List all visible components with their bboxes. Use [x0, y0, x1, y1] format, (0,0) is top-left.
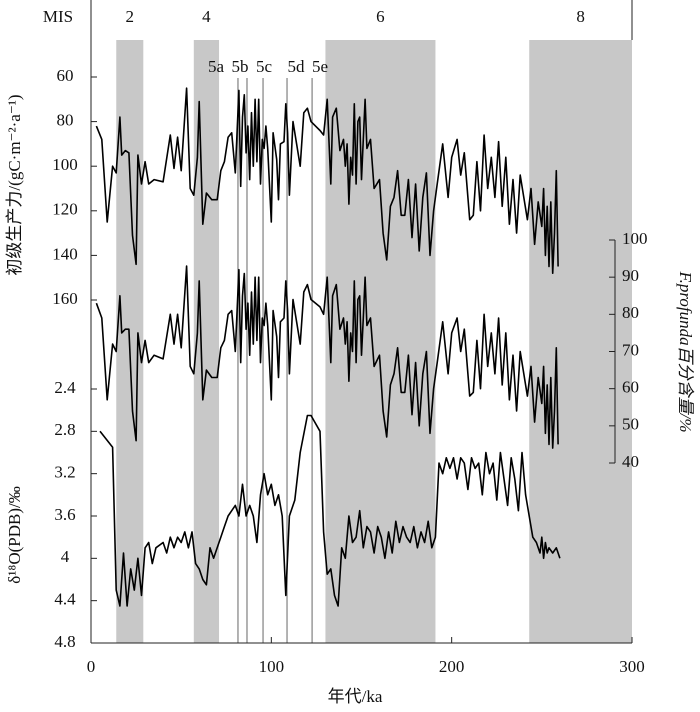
y3-tick-label: 2.8: [54, 420, 75, 439]
series-line: [99, 414, 561, 607]
y3-tick-label: 2.4: [54, 378, 76, 397]
y-tick-label: 60: [57, 66, 74, 85]
x-tick-label: 200: [439, 657, 465, 676]
y-tick-label: 160: [52, 289, 78, 308]
y2-tick-label: 100: [622, 229, 648, 248]
mis-stage-label: 2: [126, 7, 135, 26]
y2-tick-label: 40: [622, 452, 639, 471]
y2-tick-label: 60: [622, 378, 639, 397]
substage-label: 5a: [208, 57, 225, 76]
substage-label: 5d: [288, 57, 306, 76]
y2-tick-label: 90: [622, 266, 639, 285]
y3-tick-label: 4: [61, 547, 70, 566]
y2-tick-label: 80: [622, 303, 639, 322]
series-line: [95, 87, 559, 274]
y2-axis-label: F.profunda百分含量/%: [676, 270, 695, 432]
x-axis-label: 年代/ka: [328, 687, 383, 706]
series-line: [95, 265, 559, 449]
y-tick-label: 120: [52, 200, 78, 219]
y3-tick-label: 3.6: [54, 505, 75, 524]
y3-axis-label: δ¹⁸O(PDB)/‰: [5, 486, 24, 583]
x-tick-label: 300: [619, 657, 645, 676]
y-tick-label: 140: [52, 244, 78, 263]
y3-tick-label: 4.4: [54, 590, 76, 609]
x-tick-label: 0: [87, 657, 96, 676]
y2-tick-label: 70: [622, 340, 639, 359]
mis-stage-label: 6: [376, 7, 385, 26]
substage-label: 5c: [256, 57, 273, 76]
substage-label: 5e: [312, 57, 328, 76]
y-axis-label: 初级生产力/(gC·m⁻²·a⁻¹): [5, 94, 24, 275]
y-tick-label: 100: [52, 155, 78, 174]
y-tick-label: 80: [57, 111, 74, 130]
mis-stage-label: 8: [576, 7, 585, 26]
substage-label: 5b: [232, 57, 249, 76]
x-tick-label: 100: [259, 657, 285, 676]
mis-label: MIS: [43, 7, 73, 26]
y3-tick-label: 4.8: [54, 632, 75, 651]
mis-stage-label: 4: [202, 7, 211, 26]
y2-tick-label: 50: [622, 415, 639, 434]
y3-tick-label: 3.2: [54, 463, 75, 482]
